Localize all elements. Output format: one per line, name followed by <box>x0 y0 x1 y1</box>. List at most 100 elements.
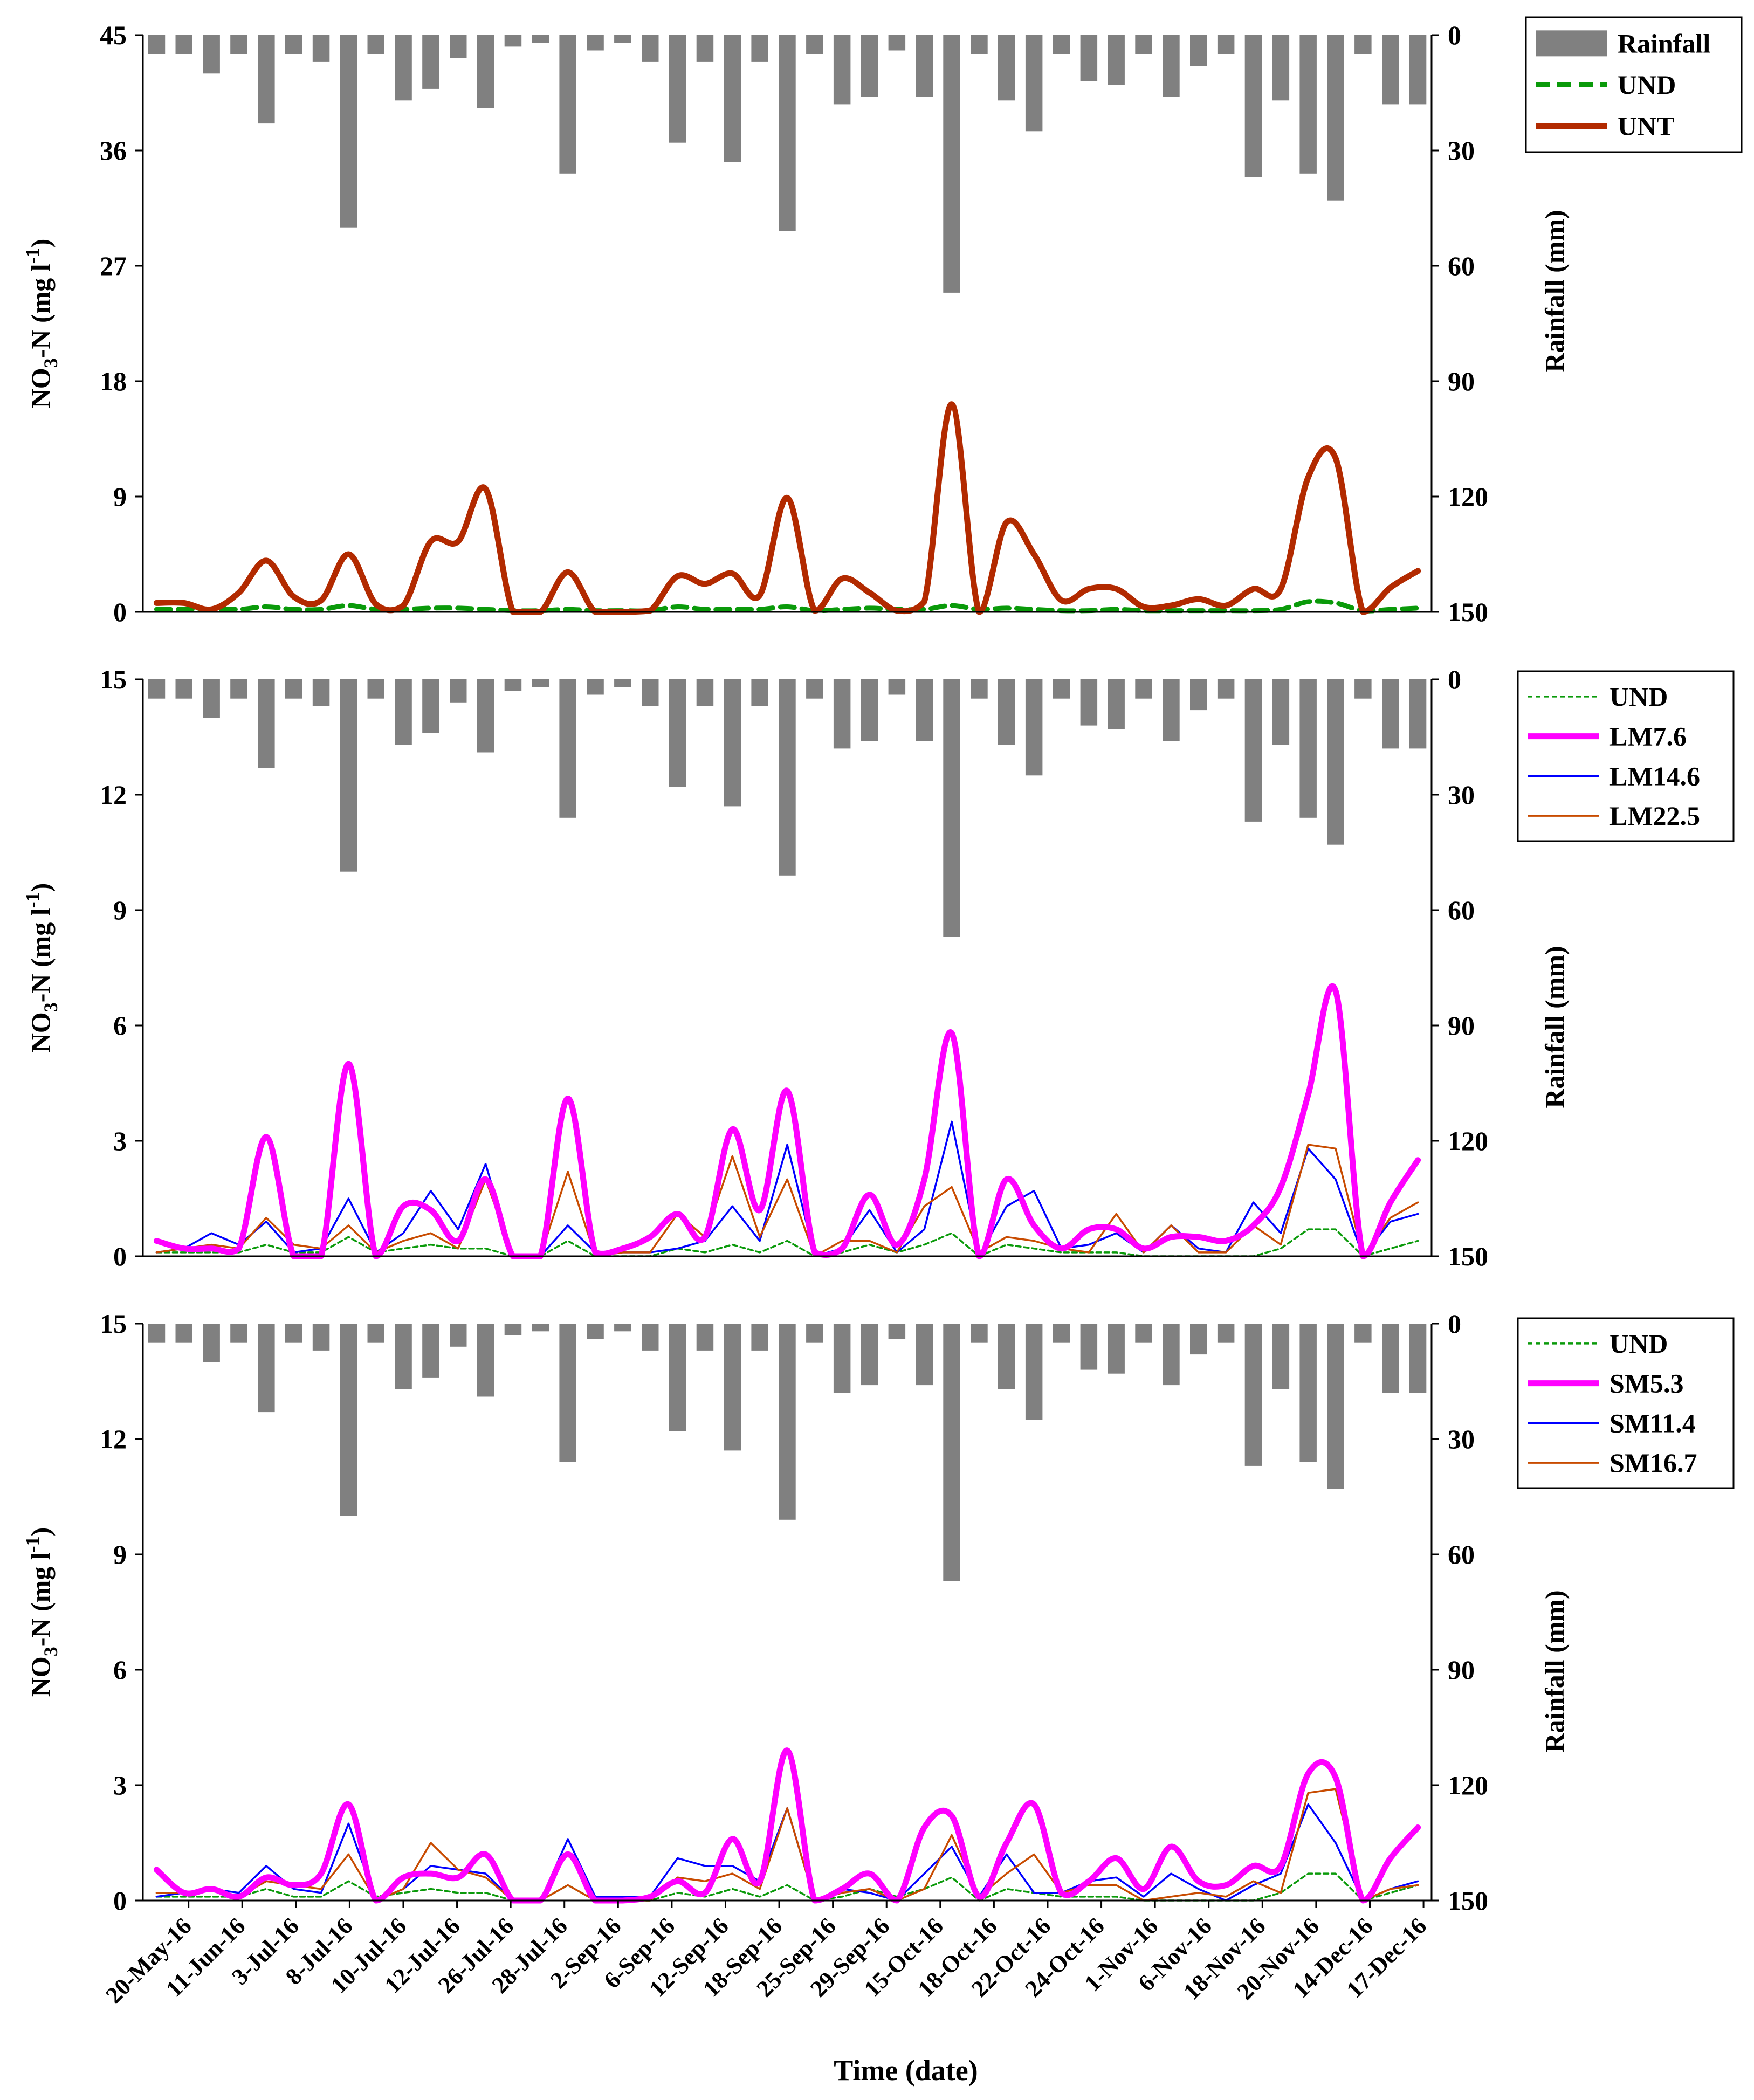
rainfall-bar <box>1053 1324 1070 1343</box>
rainfall-bar <box>1163 35 1180 97</box>
rainfall-bar <box>367 35 384 54</box>
rainfall-bar <box>971 679 988 699</box>
rainfall-bar <box>888 679 906 695</box>
rainfall-bar <box>477 1324 494 1397</box>
y2-tick-label: 90 <box>1448 1655 1475 1685</box>
rainfall-bar <box>1190 1324 1207 1355</box>
rainfall-bar <box>559 679 576 818</box>
rainfall-bar <box>1135 679 1152 699</box>
rainfall-bar <box>806 679 823 699</box>
y2-axis-title: Rainfall (mm) <box>1539 946 1570 1108</box>
y-tick-label: 3 <box>113 1770 127 1800</box>
legend-label: SM11.4 <box>1609 1408 1696 1438</box>
x-axis-title: Time (date) <box>834 2054 978 2087</box>
rainfall-bar <box>724 679 741 807</box>
y2-tick-label: 150 <box>1448 1885 1488 1916</box>
rainfall-bar <box>696 1324 714 1351</box>
legend-label: LM22.5 <box>1609 801 1700 831</box>
legend-label: LM7.6 <box>1609 721 1687 752</box>
rainfall-bar <box>1080 35 1098 81</box>
rainfall-bar <box>888 1324 906 1339</box>
series-line-sm16-7 <box>155 1788 1419 1902</box>
rainfall-bar <box>1272 1324 1290 1389</box>
rainfall-bar <box>751 35 768 62</box>
legend: UND LM7.6 LM14.6 LM22.5 <box>1517 670 1735 842</box>
rainfall-bar <box>312 35 330 62</box>
rainfall-bar <box>175 35 192 54</box>
rainfall-bar <box>1382 1324 1399 1393</box>
rainfall-bar <box>504 679 522 691</box>
legend-box <box>1517 670 1735 842</box>
y2-tick-label: 90 <box>1448 366 1475 396</box>
rainfall-bar <box>175 679 192 699</box>
rainfall-bar <box>230 679 247 699</box>
rainfall-bar <box>642 679 659 706</box>
rainfall-bar <box>395 1324 412 1389</box>
rainfall-bar <box>532 35 549 43</box>
rainfall-bar <box>1190 679 1207 711</box>
rainfall-bar <box>724 35 741 162</box>
rainfall-bar <box>998 35 1015 101</box>
rainfall-bar <box>395 35 412 101</box>
legend: UND SM5.3 SM11.4 SM16.7 <box>1517 1317 1735 1489</box>
y-tick-label: 0 <box>113 1241 127 1271</box>
rainfall-bar <box>1272 35 1290 101</box>
y-tick-label: 3 <box>113 1126 127 1156</box>
panel-top: 0 9 18 27 36 45 0 30 60 90 120 150 NO3-N (mg l-1) Rai… <box>22 16 1743 627</box>
rainfall-bar <box>148 679 166 699</box>
rainfall-bar <box>504 35 522 47</box>
legend-label: UNT <box>1618 111 1675 141</box>
y2-axis-title: Rainfall (mm) <box>1539 210 1570 372</box>
rainfall-bar <box>1217 1324 1235 1343</box>
rainfall-bar <box>450 679 467 703</box>
series-line-lm22-5 <box>155 1144 1419 1257</box>
rainfall-bar <box>861 35 878 97</box>
rainfall-bar <box>998 1324 1015 1389</box>
rainfall-bar <box>1354 679 1372 699</box>
rainfall-bar <box>1327 35 1344 201</box>
y2-tick-label: 30 <box>1448 1424 1475 1454</box>
y-axis-title: NO3-N (mg l-1) <box>22 1527 61 1697</box>
rainfall-bar <box>285 679 302 699</box>
rainfall-bar <box>806 1324 823 1343</box>
y2-tick-label: 30 <box>1448 780 1475 810</box>
legend-label: UND <box>1618 70 1676 100</box>
rainfall-bar <box>779 35 796 231</box>
rainfall-bar <box>559 35 576 174</box>
y-tick-label: 0 <box>113 1885 127 1916</box>
rainfall-bar <box>477 679 494 753</box>
rainfall-bar <box>203 1324 220 1362</box>
rainfall-bar <box>642 35 659 62</box>
rainfall-bar <box>1108 35 1125 85</box>
rainfall-bar <box>1327 1324 1344 1489</box>
rainfall-bar <box>532 1324 549 1332</box>
rainfall-bar <box>367 679 384 699</box>
rainfall-bar <box>669 679 686 787</box>
y2-tick-label: 120 <box>1448 1770 1488 1800</box>
rainfall-bar <box>450 1324 467 1347</box>
rainfall-bar <box>450 35 467 58</box>
y2-tick-label: 120 <box>1448 1126 1488 1156</box>
rainfall-bar <box>1244 679 1262 822</box>
rainfall-bar <box>696 679 714 706</box>
legend-label: SM16.7 <box>1609 1448 1697 1478</box>
y-axis-title: NO3-N (mg l-1) <box>22 883 61 1053</box>
rainfall-bar <box>258 1324 275 1413</box>
rainfall-bar <box>285 1324 302 1343</box>
rainfall-bar <box>1327 679 1344 845</box>
y2-tick-label: 60 <box>1448 251 1475 281</box>
y2-tick-label: 90 <box>1448 1010 1475 1041</box>
y-tick-label: 36 <box>100 135 127 166</box>
rainfall-bar <box>422 35 439 89</box>
rainfall-bar <box>1217 35 1235 54</box>
y2-tick-label: 60 <box>1448 895 1475 925</box>
legend-box <box>1517 1317 1735 1489</box>
rainfall-bar <box>1025 679 1043 776</box>
y2-tick-label: 150 <box>1448 1241 1488 1271</box>
y-tick-label: 12 <box>100 780 127 810</box>
y2-tick-label: 60 <box>1448 1539 1475 1569</box>
rainfall-bar <box>833 679 851 749</box>
rainfall-bar <box>724 1324 741 1451</box>
rainfall-bar <box>696 35 714 62</box>
